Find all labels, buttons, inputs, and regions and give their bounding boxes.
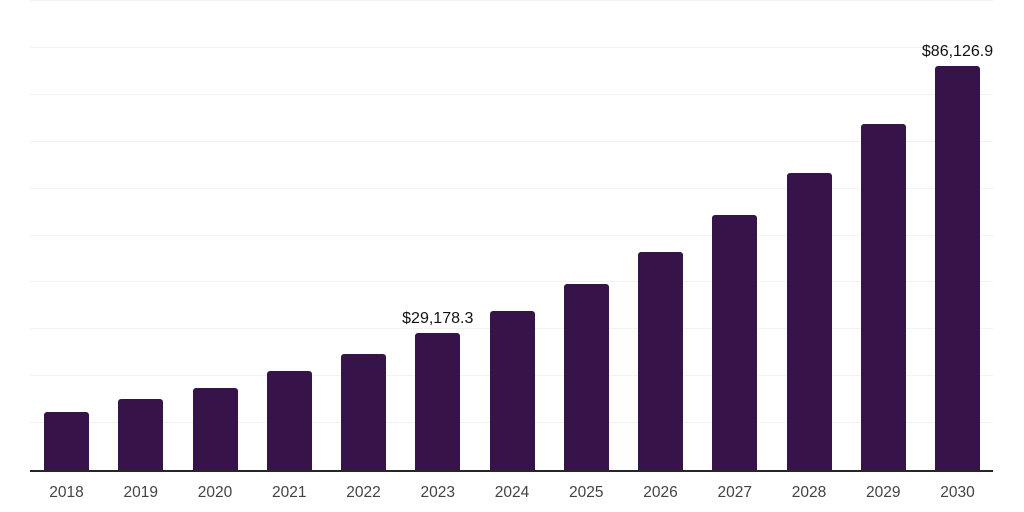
bar-2018[interactable] xyxy=(44,411,89,470)
bar-2029[interactable] xyxy=(860,123,906,470)
x-axis-label-2021: 2021 xyxy=(272,484,307,501)
x-axis-label-2023: 2023 xyxy=(420,484,455,501)
bar-2025[interactable] xyxy=(563,283,609,470)
x-axis-label-2027: 2027 xyxy=(717,484,752,501)
bar-2027[interactable] xyxy=(712,215,758,470)
chart-plot-area: $29,178.3 $86,126.9 xyxy=(30,0,994,472)
x-axis-label-2024: 2024 xyxy=(494,484,530,501)
x-axis-label-2018: 2018 xyxy=(49,484,84,501)
bar-2021[interactable] xyxy=(266,371,312,470)
horizontal-gridline xyxy=(30,0,993,1)
x-axis-label-2019: 2019 xyxy=(123,484,158,501)
horizontal-gridline xyxy=(30,281,993,283)
x-axis-label-2020: 2020 xyxy=(197,484,233,501)
horizontal-gridline xyxy=(30,140,993,142)
bar-2019[interactable] xyxy=(118,399,164,470)
x-axis-label-2022: 2022 xyxy=(346,484,381,501)
bar-2028[interactable] xyxy=(786,173,832,470)
horizontal-gridline xyxy=(30,234,993,236)
value-label-2023: $29,178.3 xyxy=(402,310,474,328)
x-axis-label-2030: 2030 xyxy=(940,484,975,501)
bar-2020[interactable] xyxy=(192,388,238,470)
bar-2030[interactable] xyxy=(935,66,980,470)
horizontal-gridline xyxy=(30,187,993,189)
horizontal-gridline xyxy=(30,46,993,48)
x-axis-label-2028: 2028 xyxy=(791,484,827,501)
x-axis-label-2025: 2025 xyxy=(569,484,604,501)
bar-2022[interactable] xyxy=(341,353,386,470)
bar-2023[interactable] xyxy=(415,333,461,470)
x-axis-label-2029: 2029 xyxy=(866,484,901,501)
x-axis-label-2026: 2026 xyxy=(643,484,678,501)
bar-2024[interactable] xyxy=(489,310,535,470)
value-label-2030: $86,126.9 xyxy=(921,43,994,61)
bar-2026[interactable] xyxy=(638,252,683,470)
horizontal-gridline xyxy=(30,93,993,95)
